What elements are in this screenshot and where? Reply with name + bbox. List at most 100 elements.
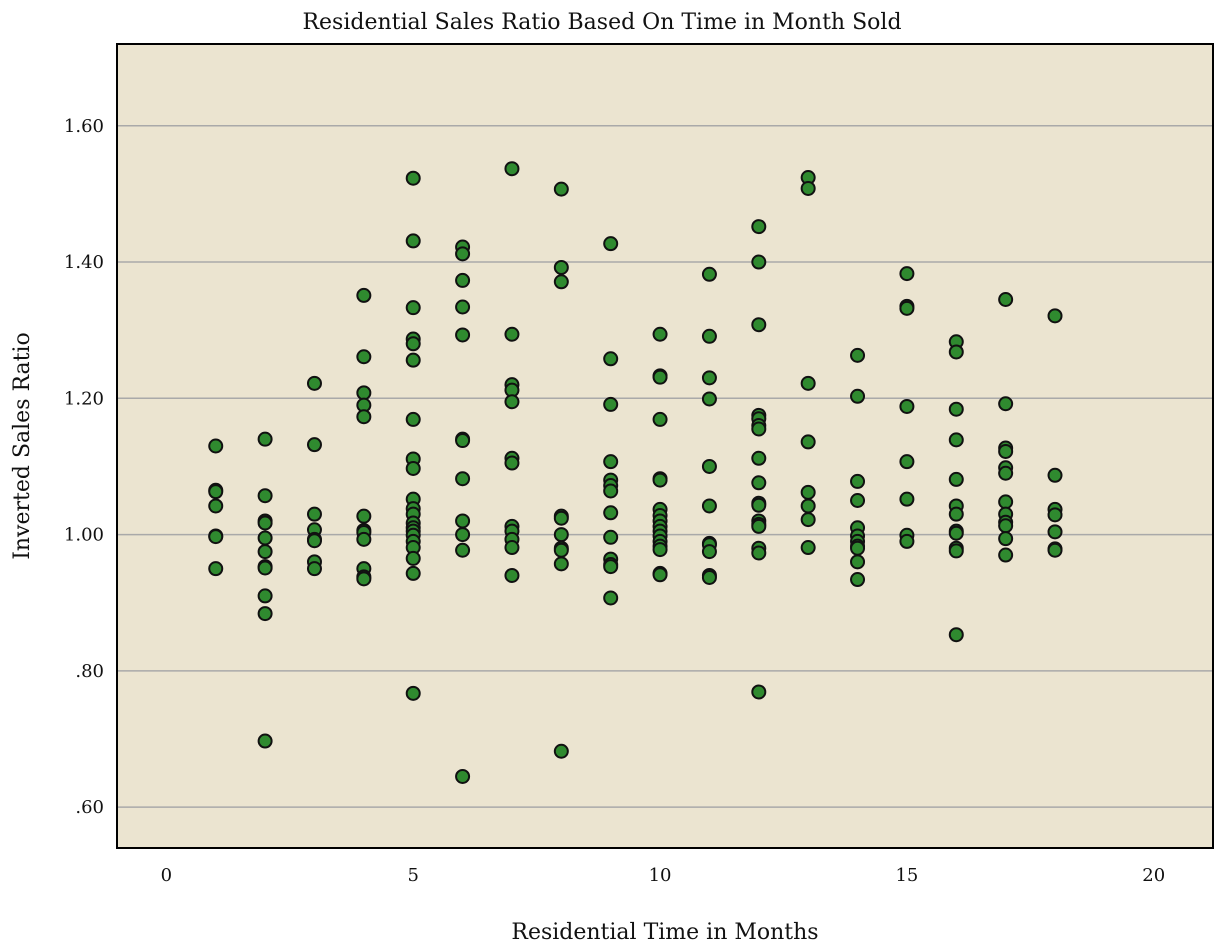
data-point — [1047, 524, 1063, 540]
data-point — [800, 434, 816, 450]
x-tick-label: 5 — [407, 865, 418, 886]
data-point — [800, 498, 816, 514]
data-point — [603, 483, 619, 499]
data-point — [948, 471, 964, 487]
data-point — [405, 460, 421, 476]
data-point — [455, 327, 471, 343]
data-point — [504, 567, 520, 583]
data-point — [751, 450, 767, 466]
x-tick-label: 15 — [895, 865, 918, 886]
data-point — [1047, 542, 1063, 558]
data-point — [899, 300, 915, 316]
data-point — [405, 685, 421, 701]
data-point — [455, 299, 471, 315]
data-point — [553, 527, 569, 543]
data-point — [405, 565, 421, 581]
data-point — [553, 743, 569, 759]
data-point — [405, 233, 421, 249]
y-axis-label: Inverted Sales Ratio — [10, 332, 35, 560]
data-point — [652, 411, 668, 427]
data-point — [1047, 308, 1063, 324]
data-point — [306, 375, 322, 391]
data-point — [652, 567, 668, 583]
data-point — [701, 391, 717, 407]
data-point — [899, 454, 915, 470]
x-tick-label: 0 — [161, 865, 172, 886]
data-point — [356, 409, 372, 425]
y-tick-label: .60 — [75, 797, 104, 818]
data-point — [998, 292, 1014, 308]
data-point — [701, 266, 717, 282]
data-point — [405, 170, 421, 186]
x-axis-tick-labels: 0 5 10 15 20 — [161, 865, 1166, 886]
data-point — [504, 455, 520, 471]
data-point — [504, 394, 520, 410]
data-point — [850, 554, 866, 570]
data-point — [701, 370, 717, 386]
data-point — [257, 588, 273, 604]
data-point — [800, 540, 816, 556]
x-axis-label: Residential Time in Months — [511, 920, 818, 945]
data-point — [208, 529, 224, 545]
data-point — [356, 349, 372, 365]
data-point — [899, 398, 915, 414]
data-point — [356, 385, 372, 401]
data-point — [652, 542, 668, 558]
data-point — [701, 328, 717, 344]
data-point — [603, 351, 619, 367]
data-point — [603, 529, 619, 545]
data-point — [603, 396, 619, 412]
data-point — [603, 590, 619, 606]
data-point — [751, 317, 767, 333]
y-axis-tick-labels: .60 .80 1.00 1.20 1.40 1.60 — [64, 116, 104, 818]
data-point — [455, 513, 471, 529]
y-tick-label: 1.60 — [64, 116, 104, 137]
data-point — [405, 300, 421, 316]
data-point — [998, 465, 1014, 481]
data-point — [356, 287, 372, 303]
data-point — [751, 684, 767, 700]
y-tick-label: 1.00 — [64, 525, 104, 546]
data-point — [455, 272, 471, 288]
data-point — [455, 527, 471, 543]
data-point — [998, 531, 1014, 547]
plot-frame — [116, 43, 1214, 849]
data-point — [306, 561, 322, 577]
data-point — [553, 274, 569, 290]
data-point — [899, 266, 915, 282]
plot-area-background — [117, 44, 1213, 848]
data-point — [553, 259, 569, 275]
data-point — [1047, 467, 1063, 483]
data-point — [998, 518, 1014, 534]
data-point — [1047, 507, 1063, 523]
data-point — [998, 443, 1014, 459]
data-point — [948, 344, 964, 360]
data-point — [455, 246, 471, 262]
data-point — [800, 375, 816, 391]
data-point — [257, 606, 273, 622]
data-point — [948, 401, 964, 417]
data-point — [998, 396, 1014, 412]
data-point — [850, 347, 866, 363]
data-point — [998, 494, 1014, 510]
data-point — [257, 488, 273, 504]
data-point — [356, 531, 372, 547]
data-point — [948, 432, 964, 448]
data-point — [306, 533, 322, 549]
data-point — [800, 484, 816, 500]
data-point — [751, 518, 767, 534]
data-point — [208, 484, 224, 500]
data-point — [701, 570, 717, 586]
data-point — [751, 475, 767, 491]
data-point — [257, 530, 273, 546]
data-point — [208, 498, 224, 514]
data-point — [405, 336, 421, 352]
data-point — [751, 545, 767, 561]
data-point — [850, 572, 866, 588]
x-tick-label: 20 — [1142, 865, 1165, 886]
data-point — [652, 472, 668, 488]
data-point — [553, 181, 569, 197]
data-point — [948, 506, 964, 522]
data-point — [405, 352, 421, 368]
